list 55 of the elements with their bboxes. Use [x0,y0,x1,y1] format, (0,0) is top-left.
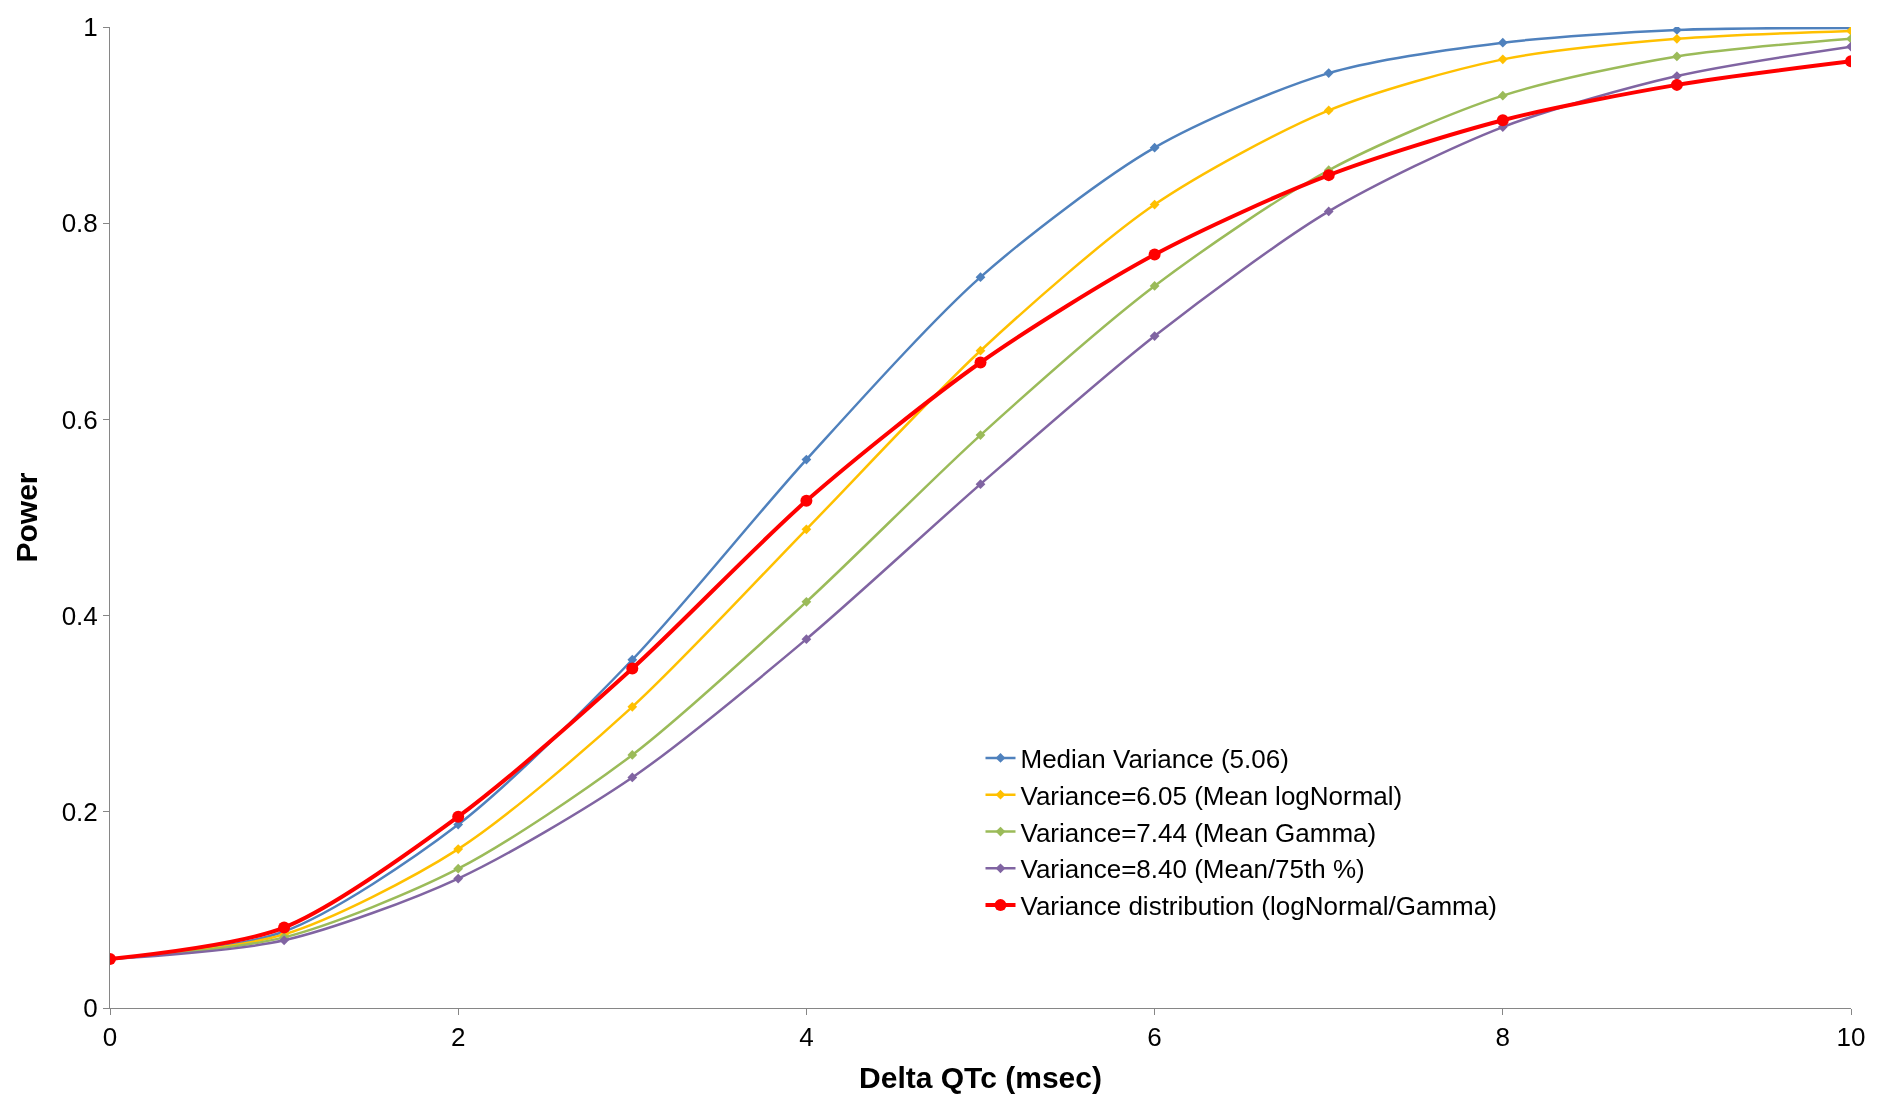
legend-label: Median Variance (5.06) [1020,744,1289,775]
point [1672,27,1682,35]
point [453,863,464,874]
legend-label: Variance=8.40 (Mean/75th %) [1020,854,1365,885]
x-tick-label: 6 [1147,1022,1162,1053]
point [1323,68,1334,78]
point [627,772,638,783]
x-tick-label: 10 [1836,1022,1866,1053]
point [1149,199,1160,210]
legend-label: Variance=7.44 (Mean Gamma) [1020,817,1377,848]
point [278,921,291,934]
y-tick-label: 0.2 [61,796,98,827]
y-tick-label: 1 [83,12,98,43]
point [801,524,812,535]
point [1149,281,1160,291]
point [801,454,812,465]
point [1672,51,1682,62]
point [975,345,986,356]
point [627,750,638,760]
point [1149,142,1160,153]
point [453,844,464,854]
point [1497,37,1508,48]
point [452,810,465,823]
point [1148,248,1161,261]
point [1323,105,1334,116]
y-tick-label: 0.4 [61,600,98,631]
y-axis-title: Power [9,472,43,563]
point [975,430,986,440]
point [453,873,464,884]
x-axis-title: Delta QTc (msec) [859,1060,1102,1094]
point [800,494,813,507]
point [1322,169,1335,182]
point [801,634,812,645]
point [1149,331,1160,341]
point [1323,206,1334,217]
y-tick-label: 0.8 [61,208,98,239]
x-tick-label: 4 [799,1022,814,1053]
point [1672,33,1682,44]
point [626,662,639,675]
point [1497,54,1508,65]
point [975,479,986,490]
x-tick-label: 8 [1495,1022,1511,1053]
x-tick-label: 0 [102,1022,118,1053]
point [627,701,638,712]
y-tick-label: 0.6 [61,404,98,435]
point [1496,114,1509,127]
x-tick-label: 2 [450,1022,466,1053]
point [801,596,812,607]
legend-label: Variance distribution (logNormal/Gamma) [1020,891,1497,922]
point [975,272,986,283]
point [1497,90,1508,101]
point [1670,78,1683,91]
point [974,356,987,369]
y-tick-label: 0 [83,993,98,1024]
legend-label: Variance=6.05 (Mean logNormal) [1020,780,1403,811]
